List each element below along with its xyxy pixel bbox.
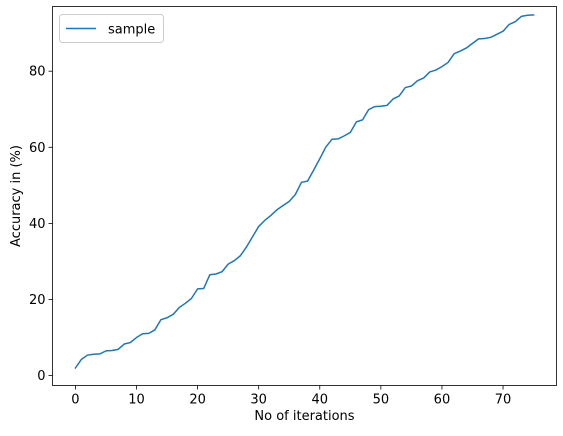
x-tick-label: 50 (373, 393, 390, 408)
y-tick-label: 0 (37, 369, 45, 384)
y-tick-label: 80 (29, 65, 46, 80)
x-axis-label: No of iterations (254, 409, 354, 424)
series-line-sample (74, 14, 535, 370)
legend-label-sample: sample (108, 23, 155, 38)
x-tick-label: 20 (189, 393, 206, 408)
x-tick-label: 60 (434, 393, 451, 408)
x-tick-label: 70 (495, 393, 512, 408)
legend: sample (59, 14, 164, 43)
y-tick-label: 40 (29, 217, 46, 232)
y-tick-label: 60 (29, 141, 46, 156)
legend-box (59, 14, 164, 43)
plot-area (52, 6, 557, 386)
y-tick-label: 20 (29, 293, 46, 308)
x-tick-label: 10 (128, 393, 145, 408)
x-tick-label: 0 (71, 393, 79, 408)
y-axis-label: Accuracy in (%) (9, 145, 24, 247)
plot-frame (52, 6, 557, 386)
x-tick-label: 30 (250, 393, 267, 408)
x-tick-label: 40 (311, 393, 328, 408)
